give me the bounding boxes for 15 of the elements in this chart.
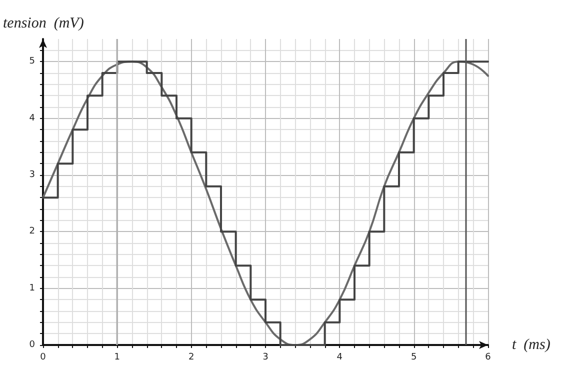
x-tick-label: 0 — [40, 352, 46, 362]
x-tick-label: 4 — [336, 352, 343, 362]
x-tick-label: 2 — [188, 352, 194, 362]
y-tick-label: 1 — [29, 283, 35, 294]
y-axis-title: tension (mV) — [3, 16, 84, 32]
x-axis-title: t (ms) — [512, 337, 550, 353]
x-tick-label: 1 — [114, 352, 120, 362]
x-tick-label: 3 — [262, 352, 268, 362]
x-tick-label: 6 — [485, 352, 492, 362]
y-tick-label: 5 — [29, 56, 35, 67]
y-tick-label: 0 — [29, 340, 36, 350]
x-tick-label: 5 — [410, 352, 417, 362]
y-tick-label: 2 — [29, 226, 35, 237]
y-tick-label: 3 — [29, 170, 35, 180]
y-tick-label: 4 — [29, 113, 36, 124]
